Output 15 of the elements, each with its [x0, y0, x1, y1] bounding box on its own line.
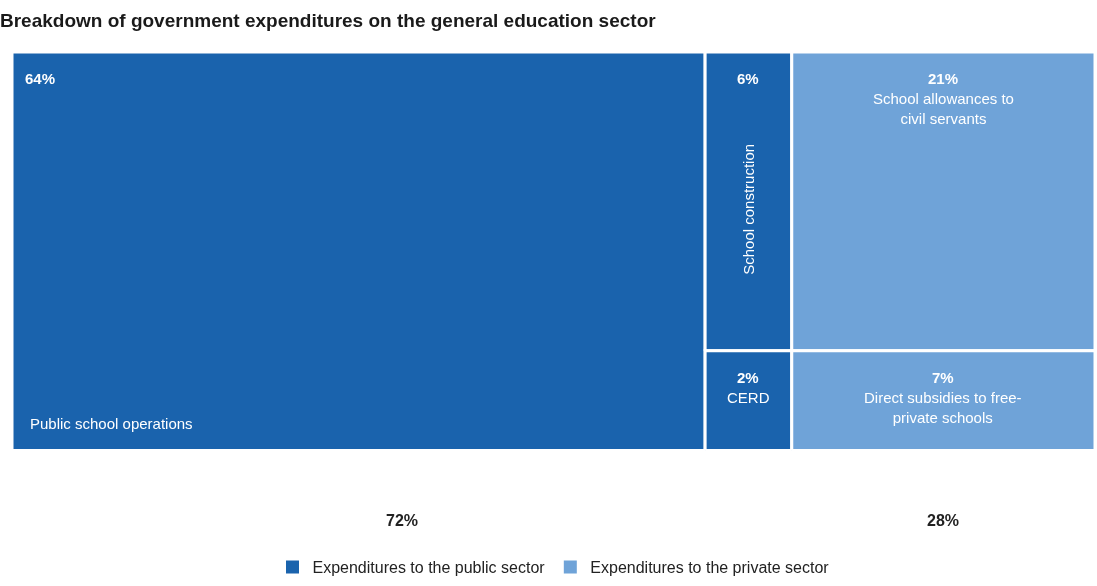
data-label: 2%	[737, 369, 759, 386]
text: 72%	[386, 512, 419, 529]
category-label: School allowances to civil servants	[873, 90, 1014, 127]
category-label: Direct subsidies to free-private schools	[864, 389, 1022, 426]
data-label: 21%	[928, 70, 959, 87]
category-label: School construction	[740, 143, 758, 275]
data-label: 6%	[737, 70, 759, 87]
data-label: 7%	[932, 369, 954, 386]
text: Breakdown of government expenditures on the general education sector	[0, 10, 657, 32]
legend-label: Expenditures to the public sector	[312, 559, 546, 577]
category-label: CERD	[727, 389, 770, 406]
legend-label: Expenditures to the private sector	[590, 559, 830, 577]
data-label: 64%	[25, 70, 56, 87]
text: 28%	[927, 512, 960, 529]
category-label: Public school operations	[30, 415, 193, 432]
